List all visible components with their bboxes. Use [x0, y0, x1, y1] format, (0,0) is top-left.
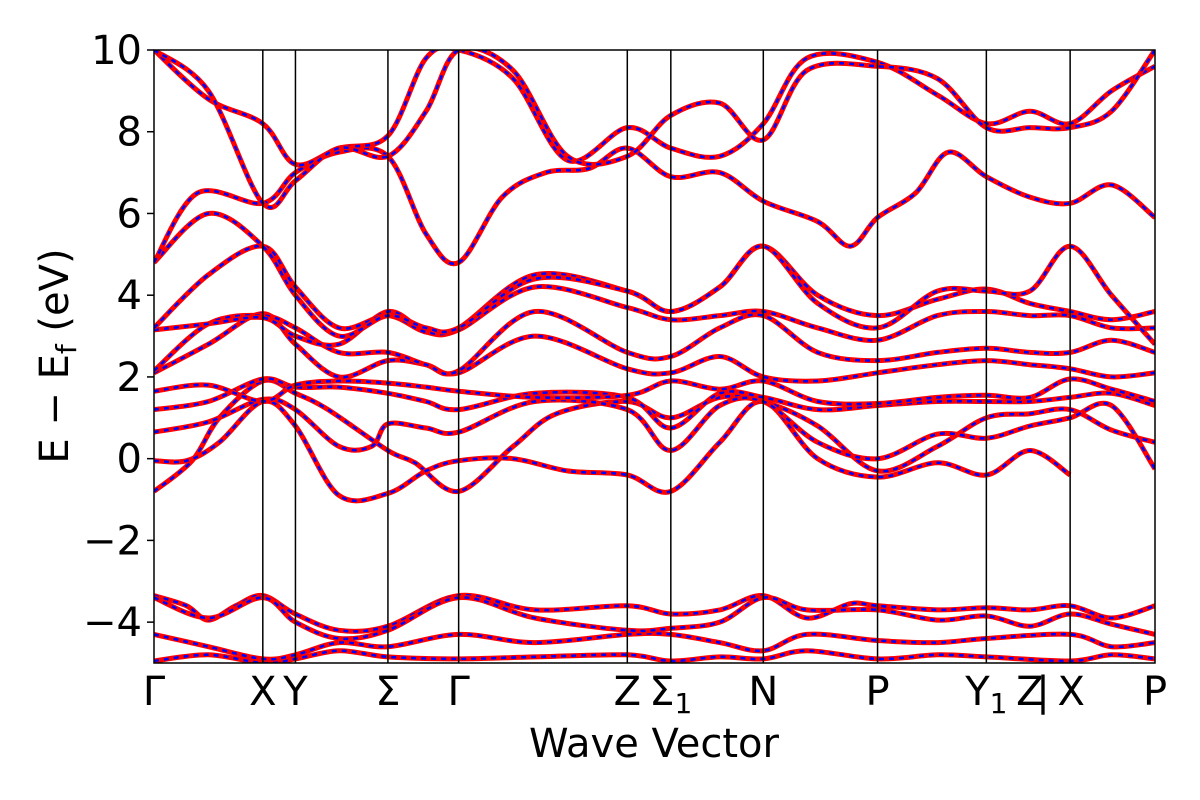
x-tick-label-11: Z — [1016, 669, 1043, 715]
band-line-11 — [154, 308, 1155, 377]
band-line-dashed-14 — [154, 212, 1155, 346]
x-tick-label-14: P — [1143, 669, 1167, 715]
band-line-dashed-16 — [154, 50, 1155, 167]
y-tick-label: 0 — [117, 437, 142, 483]
x-tick-label-13: X — [1058, 669, 1085, 715]
x-tick-label-8: N — [748, 669, 778, 715]
band-line-16 — [154, 50, 1155, 168]
x-tick-label-4: Σ — [375, 669, 400, 715]
y-tick-label: 10 — [91, 28, 142, 74]
x-tick-label-2: X — [249, 669, 276, 715]
band-line-dashed-9 — [154, 377, 1155, 406]
band-line-dashed-10 — [154, 312, 1155, 383]
band-line-dashed-15 — [154, 146, 1155, 265]
x-tick-label-7: Σ1 — [649, 669, 692, 720]
band-line-13 — [154, 243, 1155, 337]
x-axis-label: Wave Vector — [529, 721, 780, 767]
x-tick-label-9: P — [865, 669, 889, 715]
band-line-dashed-3 — [154, 594, 1155, 633]
band-line-7 — [154, 395, 1155, 471]
band-line-dashed-8 — [154, 377, 1155, 430]
x-tick-label-5: Γ — [448, 669, 471, 715]
band-line-dashed-6 — [154, 399, 1071, 503]
y-tick-label: −2 — [83, 518, 142, 564]
plot-frame — [153, 49, 1156, 664]
band-line-dashed-12 — [154, 285, 1155, 347]
y-tick-label: 4 — [117, 273, 142, 319]
bands-layer — [154, 50, 1155, 663]
band-line-dashed-7 — [154, 396, 1155, 470]
y-tick-label: −4 — [83, 600, 142, 646]
y-tick-label: 6 — [117, 191, 142, 237]
band-line-dashed-4 — [154, 596, 1155, 641]
y-axis-ticks: −4 −2 0 2 4 6 8 10 — [83, 28, 154, 646]
band-line-dashed-13 — [154, 244, 1155, 336]
x-tick-label-6: Z — [614, 669, 641, 715]
band-line-dashed-11 — [154, 310, 1155, 376]
band-line-dashed-17 — [154, 50, 1155, 209]
x-tick-label-3: Y — [282, 669, 308, 715]
y-axis-label: E − Ef (eV) — [32, 248, 83, 463]
x-tick-label-1: Γ — [143, 669, 166, 715]
x-tick-label-12: | — [1036, 669, 1049, 715]
y-tick-label: 2 — [117, 355, 142, 401]
band-line-14 — [154, 210, 1155, 346]
x-tick-label-10: Y1 — [964, 669, 1007, 720]
y-tick-label: 8 — [117, 110, 142, 156]
x-axis-ticks: Γ X Y Σ Γ Z Σ1 N P Y1 Z| X P — [143, 669, 1167, 720]
band-line-17 — [154, 50, 1155, 210]
k-point-lines — [262, 50, 1071, 663]
